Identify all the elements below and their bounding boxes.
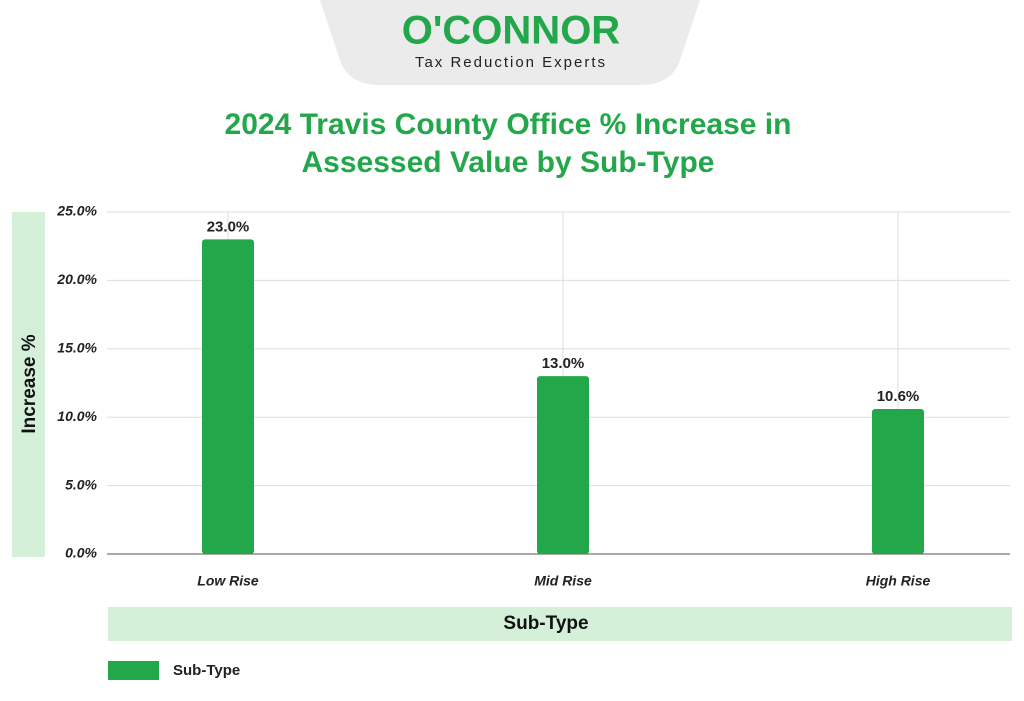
x-tick-label: High Rise [866, 573, 931, 589]
tagline: Tax Reduction Experts [415, 54, 607, 71]
y-tick-label: 20.0% [56, 271, 97, 287]
y-tick-label: 25.0% [56, 203, 97, 219]
y-label-band [12, 212, 45, 557]
y-tick-label: 15.0% [57, 340, 97, 356]
legend-swatch [108, 661, 159, 680]
x-label-band [108, 607, 1012, 641]
value-label: 10.6% [877, 388, 920, 405]
y-tick-label: 10.0% [57, 408, 97, 424]
bar [202, 239, 254, 555]
y-tick-label: 0.0% [65, 545, 97, 561]
legend-label: Sub-Type [173, 662, 240, 679]
y-tick-label: 5.0% [65, 476, 97, 492]
bar [537, 376, 589, 554]
brand: O'CONNOR [402, 9, 621, 53]
x-tick-label: Low Rise [197, 573, 259, 589]
bar [872, 408, 924, 554]
value-label: 13.0% [542, 355, 585, 372]
header-badge [320, 0, 700, 85]
value-label: 23.0% [207, 218, 250, 235]
x-axis-label: Sub-Type [503, 613, 588, 634]
chart-title: 2024 Travis County Office % Increase in A… [225, 108, 792, 179]
x-tick-label: Mid Rise [534, 573, 592, 589]
y-axis-label: Increase % [19, 334, 40, 433]
